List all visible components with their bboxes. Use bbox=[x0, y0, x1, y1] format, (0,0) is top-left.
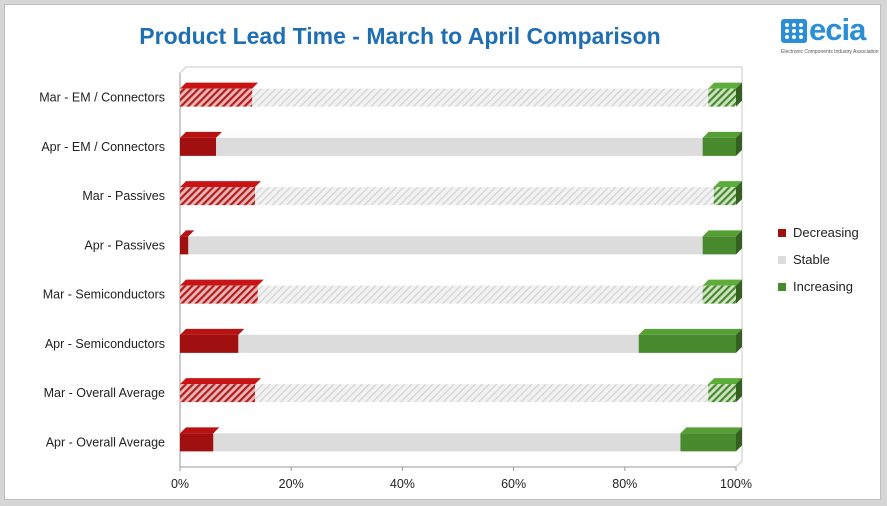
logo-text: ecia bbox=[809, 12, 866, 47]
category-label: Mar - Semiconductors bbox=[43, 288, 165, 302]
logo-subtitle: Electronic Components Industry Associati… bbox=[781, 49, 879, 55]
bar-decreasing bbox=[180, 384, 256, 403]
bar-top-increasing bbox=[638, 328, 742, 335]
x-tick-label: 100% bbox=[720, 477, 752, 491]
bar-side bbox=[736, 82, 742, 107]
bar-decreasing bbox=[180, 433, 214, 452]
bar-top-stable bbox=[252, 82, 715, 89]
category-label: Apr - Semiconductors bbox=[45, 337, 165, 351]
chart-frame: Product Lead Time - March to April Compa… bbox=[4, 4, 881, 500]
bar-increasing bbox=[702, 285, 736, 304]
category-label: Mar - Passives bbox=[82, 189, 165, 203]
category-label: Mar - Overall Average bbox=[44, 386, 165, 400]
bar-top-increasing bbox=[680, 427, 742, 434]
bar-side bbox=[736, 378, 742, 403]
legend-item-stable: Stable bbox=[778, 246, 859, 273]
legend: Decreasing Stable Increasing bbox=[778, 219, 859, 300]
bar-side bbox=[736, 230, 742, 255]
bar-top-increasing bbox=[702, 131, 742, 138]
bar-stable bbox=[255, 384, 709, 403]
bar-stable bbox=[238, 334, 639, 353]
bar-top-decreasing bbox=[180, 131, 223, 138]
bar-decreasing bbox=[180, 88, 253, 107]
bar-stable bbox=[188, 236, 703, 255]
bar-top-decreasing bbox=[180, 82, 259, 89]
labels-layer: 0% 20% 40% 60% 80% 100% Mar - EM / Connectors A… bbox=[39, 91, 752, 491]
x-tick-label: 60% bbox=[501, 477, 526, 491]
bar-top-decreasing bbox=[180, 378, 262, 385]
bar-top-increasing bbox=[702, 279, 742, 286]
x-tick-label: 20% bbox=[279, 477, 304, 491]
bar-decreasing bbox=[180, 334, 239, 353]
bar-top-stable bbox=[216, 131, 709, 138]
bar-increasing bbox=[680, 433, 736, 452]
x-tick-label: 40% bbox=[390, 477, 415, 491]
bar-side bbox=[736, 427, 742, 452]
bar-top-decreasing bbox=[180, 230, 195, 237]
bar-top-stable bbox=[188, 230, 709, 237]
plot-area: 0% 20% 40% 60% 80% 100% Mar - EM / Connectors A… bbox=[39, 66, 752, 491]
bar-decreasing bbox=[180, 285, 258, 304]
bar-top-decreasing bbox=[180, 427, 220, 434]
axes bbox=[179, 66, 743, 471]
bar-increasing bbox=[713, 187, 736, 206]
bar-side bbox=[736, 181, 742, 206]
bar-side bbox=[736, 328, 742, 353]
category-label: Apr - Passives bbox=[84, 238, 165, 252]
bar-stable bbox=[255, 187, 714, 206]
bar-top-increasing bbox=[702, 230, 742, 237]
bar-stable bbox=[252, 88, 709, 107]
bar-stable bbox=[257, 285, 703, 304]
legend-swatch-increasing bbox=[778, 282, 786, 291]
bar-decreasing bbox=[180, 137, 217, 156]
bar-top-decreasing bbox=[180, 328, 245, 335]
legend-item-increasing: Increasing bbox=[778, 273, 859, 300]
bar-top-stable bbox=[213, 427, 687, 434]
legend-label-stable: Stable bbox=[793, 252, 830, 267]
legend-label-decreasing: Decreasing bbox=[793, 225, 859, 240]
bar-increasing bbox=[708, 384, 736, 403]
bar-side bbox=[736, 131, 742, 156]
x-tick-label: 0% bbox=[171, 477, 189, 491]
bar-increasing bbox=[708, 88, 736, 107]
category-label: Apr - Overall Average bbox=[46, 435, 165, 449]
bar-top-increasing bbox=[708, 82, 742, 89]
legend-label-increasing: Increasing bbox=[793, 279, 853, 294]
bar-top-increasing bbox=[708, 378, 742, 385]
bar-top-stable bbox=[255, 378, 715, 385]
ecia-logo-grid-icon bbox=[781, 19, 807, 43]
bar-increasing bbox=[638, 334, 736, 353]
legend-item-decreasing: Decreasing bbox=[778, 219, 859, 246]
plot-wall bbox=[179, 66, 743, 468]
bar-increasing bbox=[702, 137, 736, 156]
bar-increasing bbox=[702, 236, 736, 255]
x-tick-label: 80% bbox=[612, 477, 637, 491]
bar-side bbox=[736, 279, 742, 304]
bar-top-stable bbox=[255, 181, 720, 188]
legend-swatch-stable bbox=[778, 255, 786, 264]
bar-top-stable bbox=[257, 279, 709, 286]
bar-stable bbox=[213, 433, 681, 452]
bar-decreasing bbox=[180, 236, 189, 255]
category-label: Apr - EM / Connectors bbox=[41, 140, 165, 154]
bar-decreasing bbox=[180, 187, 256, 206]
bars-layer bbox=[180, 82, 742, 452]
bar-top-stable bbox=[238, 328, 645, 335]
bar-stable bbox=[216, 137, 703, 156]
bar-top-increasing bbox=[713, 181, 742, 188]
category-label: Mar - EM / Connectors bbox=[39, 91, 165, 105]
bar-top-decreasing bbox=[180, 279, 264, 286]
ecia-logo: ecia Electronic Components Industry Asso… bbox=[781, 12, 881, 61]
chart-title: Product Lead Time - March to April Compa… bbox=[139, 23, 661, 49]
legend-swatch-decreasing bbox=[778, 228, 786, 237]
bar-top-decreasing bbox=[180, 181, 262, 188]
